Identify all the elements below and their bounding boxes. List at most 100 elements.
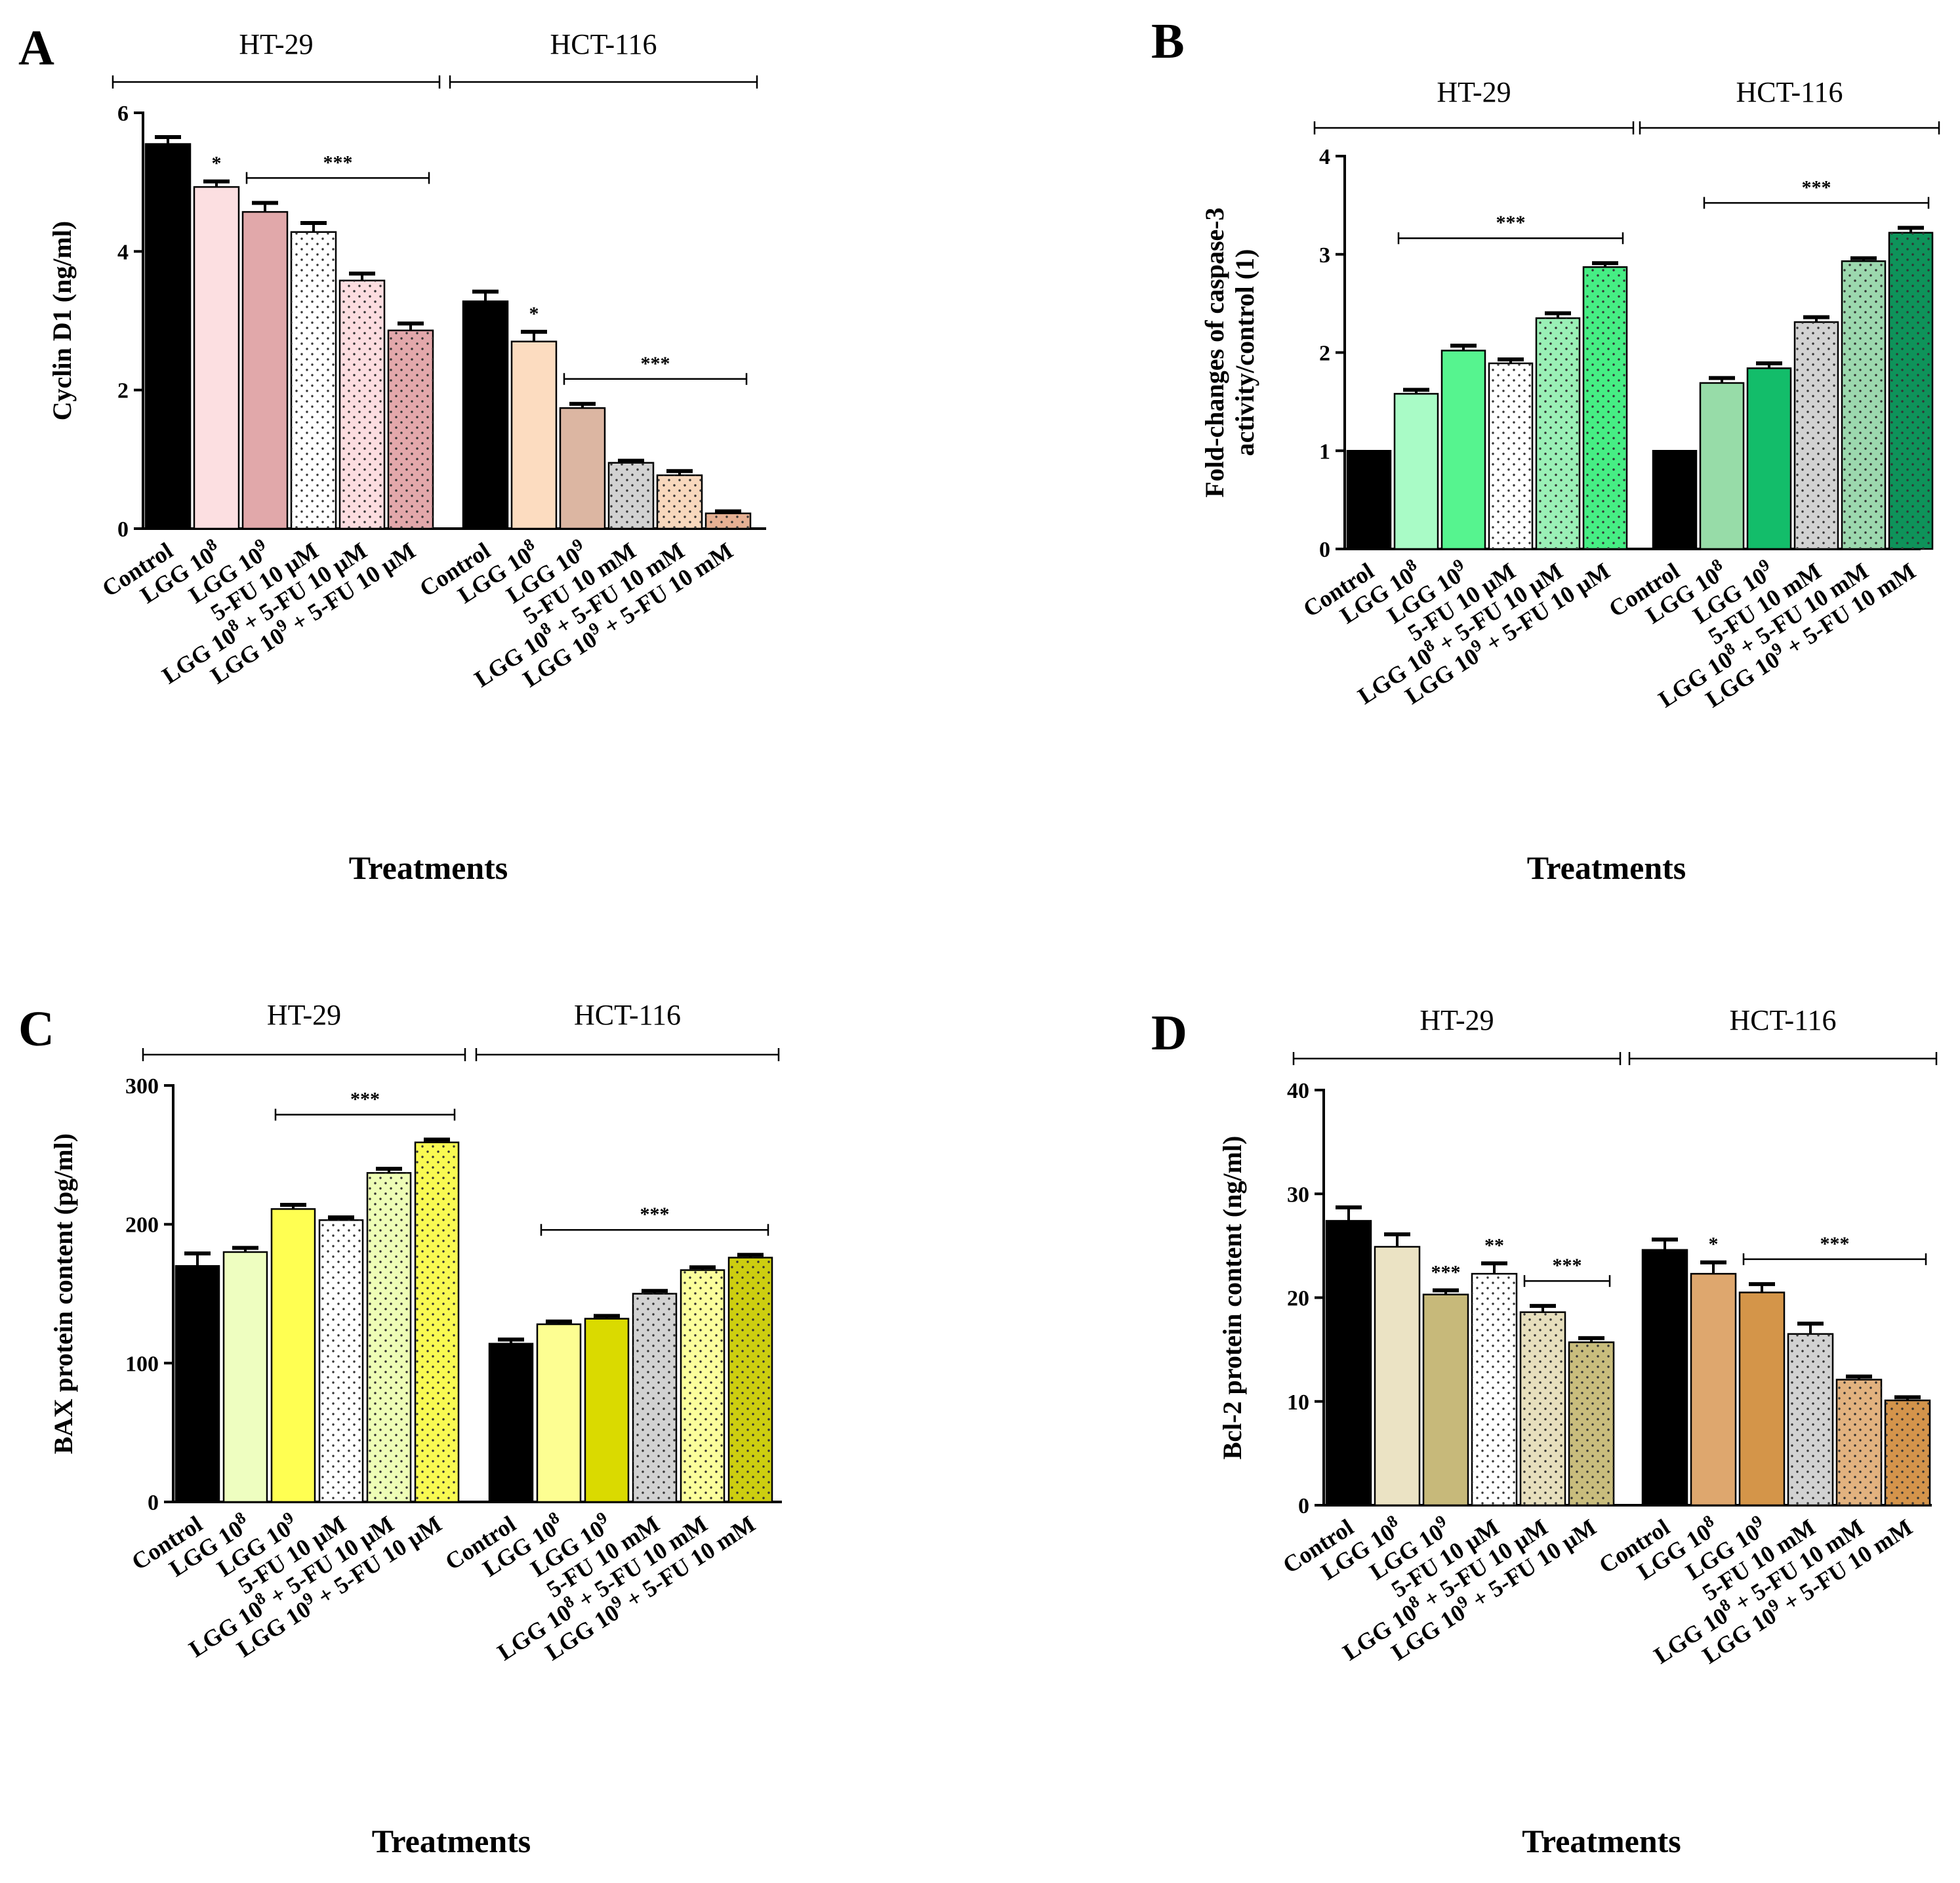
- bar-dot-pattern: [633, 1293, 676, 1502]
- bar: [1641, 1249, 1688, 1507]
- bar-dot-pattern: [1885, 1400, 1930, 1505]
- panel-letter: A: [18, 20, 54, 75]
- bar-dot-pattern: [388, 330, 433, 529]
- bar-dot-pattern: [609, 462, 653, 529]
- bar: [1422, 1293, 1469, 1507]
- significance-star: ***: [1802, 176, 1831, 198]
- bar-dot-pattern: [291, 232, 336, 529]
- bar: [222, 1251, 268, 1503]
- panel-letter: B: [1151, 14, 1185, 69]
- y-axis-label: Cyclin D1 (ng/ml): [47, 221, 77, 420]
- x-axis-label: Treatments: [349, 849, 508, 886]
- significance-star: ***: [1496, 212, 1526, 233]
- y-tick-label: 0: [117, 517, 129, 542]
- significance-star: ***: [323, 152, 353, 173]
- y-tick-label: 40: [1287, 1079, 1309, 1103]
- y-tick-label: 100: [125, 1352, 159, 1376]
- bar: [510, 340, 558, 530]
- bar-dot-pattern: [1521, 1312, 1565, 1505]
- y-tick-label: 3: [1319, 243, 1330, 268]
- bar-dot-pattern: [681, 1270, 724, 1502]
- bar-dot-pattern: [657, 475, 702, 529]
- bar: [559, 407, 606, 530]
- bar-dot-pattern: [1569, 1342, 1614, 1505]
- panel-c: C HT-29 HCT-116 BAX protein content (pg/ml)…: [18, 999, 782, 1859]
- bar: [144, 143, 192, 530]
- group-label: HT-29: [1419, 1004, 1494, 1036]
- bar: [1325, 1220, 1372, 1507]
- bar-dot-pattern: [415, 1142, 459, 1502]
- group-label: HT-29: [239, 28, 313, 60]
- significance-star: ***: [640, 1204, 670, 1225]
- bar: [1746, 367, 1792, 550]
- group-label: HCT-116: [1730, 1004, 1837, 1036]
- y-tick-label: 4: [117, 240, 129, 264]
- bar-dot-pattern: [729, 1257, 772, 1502]
- significance-star: ***: [1820, 1233, 1850, 1255]
- bar: [1374, 1245, 1421, 1507]
- bar: [584, 1318, 630, 1503]
- panel-letter: D: [1151, 1005, 1187, 1061]
- y-axis-label: Bcl-2 protein content (ng/ml): [1217, 1136, 1247, 1460]
- x-axis-label: Treatments: [372, 1823, 531, 1859]
- panel-letter: C: [18, 1002, 54, 1057]
- bar: [174, 1265, 220, 1503]
- group-label: HT-29: [1437, 76, 1511, 108]
- significance-star: ***: [1431, 1261, 1461, 1283]
- significance-star: *: [1709, 1234, 1719, 1255]
- significance-star: ***: [1553, 1255, 1582, 1276]
- bar: [1346, 450, 1392, 550]
- bar: [1738, 1291, 1786, 1507]
- y-tick-label: 4: [1319, 145, 1330, 169]
- y-tick-label: 300: [125, 1074, 159, 1099]
- bar: [1652, 450, 1698, 550]
- bar-dot-pattern: [1472, 1274, 1517, 1505]
- bar: [488, 1343, 534, 1503]
- bar: [270, 1208, 316, 1503]
- bar: [241, 211, 289, 530]
- y-tick-label: 6: [117, 102, 129, 126]
- panel-d: D HT-29 HCT-116 Bcl-2 protein content (ng/m…: [1151, 1004, 1938, 1859]
- bar: [1699, 382, 1745, 550]
- y-tick-label: 0: [1319, 538, 1330, 562]
- x-axis-label: Treatments: [1522, 1823, 1681, 1859]
- bar-dot-pattern: [319, 1220, 363, 1502]
- y-axis-label: BAX protein content (pg/ml): [49, 1133, 78, 1454]
- y-tick-label: 200: [125, 1213, 159, 1238]
- bar-dot-pattern: [1889, 232, 1932, 549]
- bar-dot-pattern: [367, 1173, 411, 1502]
- significance-star: *: [529, 303, 539, 325]
- x-axis-label: Treatments: [1527, 849, 1686, 886]
- bar-dot-pattern: [340, 280, 384, 529]
- significance-star: ***: [641, 353, 670, 375]
- bar-dot-pattern: [1788, 1333, 1833, 1505]
- bar: [536, 1323, 582, 1503]
- y-tick-label: 10: [1287, 1390, 1309, 1415]
- y-tick-label: 2: [1319, 342, 1330, 366]
- bar-dot-pattern: [1489, 363, 1532, 549]
- y-tick-label: 1: [1319, 439, 1330, 464]
- bar-dot-pattern: [1536, 318, 1580, 549]
- y-tick-label: 0: [148, 1491, 159, 1515]
- group-label: HCT-116: [550, 28, 657, 60]
- significance-star: **: [1484, 1234, 1504, 1256]
- bar: [462, 300, 509, 530]
- bar: [1440, 350, 1486, 550]
- y-axis-label: Fold-changes of caspase-3: [1200, 207, 1229, 497]
- bar: [193, 186, 240, 530]
- y-tick-label: 0: [1298, 1494, 1309, 1518]
- group-label: HT-29: [267, 999, 341, 1031]
- group-label: HCT-116: [1736, 76, 1843, 108]
- bar-dot-pattern: [1583, 267, 1627, 549]
- bar-dot-pattern: [706, 513, 750, 529]
- bar-dot-pattern: [1795, 322, 1838, 549]
- y-tick-label: 20: [1287, 1287, 1309, 1311]
- panel-b: B HT-29 HCT-116 Fold-changes of caspase-3 ac…: [1151, 14, 1940, 886]
- bar: [1690, 1272, 1737, 1507]
- bar-dot-pattern: [1842, 261, 1885, 549]
- y-tick-label: 2: [117, 379, 129, 403]
- bar-dot-pattern: [1837, 1379, 1881, 1505]
- significance-star: *: [212, 153, 222, 174]
